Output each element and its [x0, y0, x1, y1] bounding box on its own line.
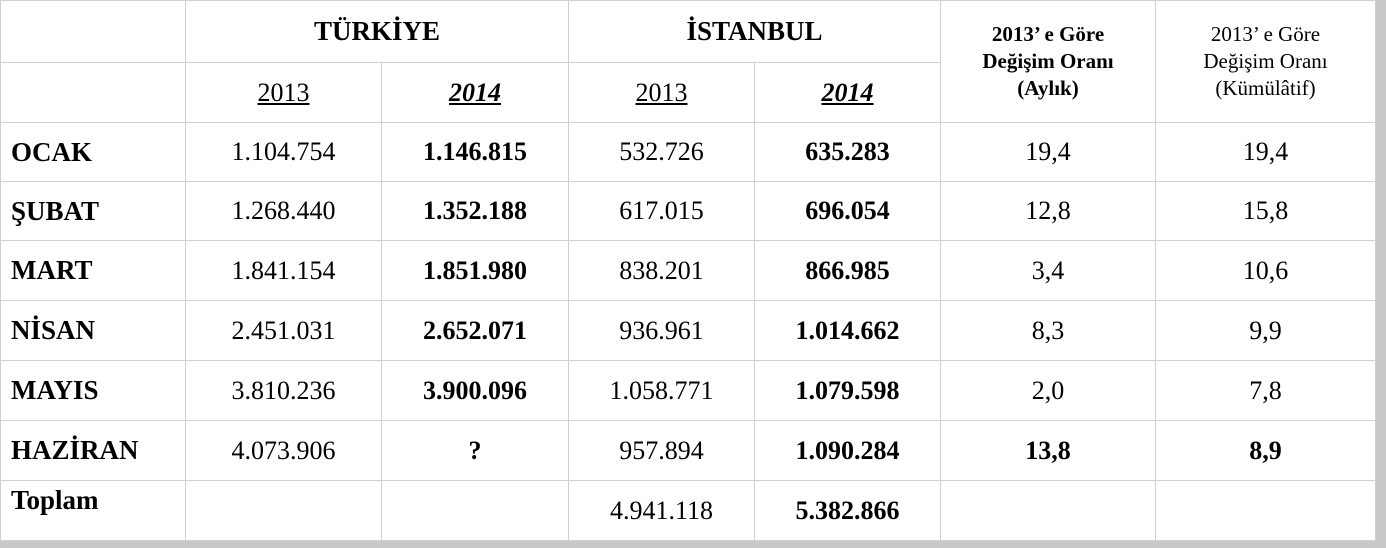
cell: 19,4 [1155, 122, 1377, 182]
row-label: Toplam [0, 480, 186, 541]
cell: 7,8 [1155, 360, 1377, 421]
table-row: HAZİRAN 4.073.906? 957.894 1.090.284 13,8 8,9 [0, 420, 1377, 481]
cell [185, 480, 382, 541]
cumulative-header: 2013’ e Göre Değişim Oranı (Kümülâtif) [1155, 0, 1377, 123]
cell: 1.014.662 [753, 300, 942, 361]
cell: 1.268.440 [185, 181, 382, 241]
cell: 957.894 [568, 420, 755, 481]
cell: 12,8 [940, 181, 1157, 241]
year-header: 2013 [185, 62, 382, 123]
row-label: ŞUBAT [0, 181, 186, 241]
cell: 9,9 [1155, 300, 1377, 361]
cell: 617.015 [568, 181, 755, 241]
row-label: MAYIS [0, 360, 186, 421]
cell [940, 480, 1157, 541]
cell: 13,8 [940, 420, 1157, 481]
cell [1155, 480, 1377, 541]
cell: 4.941.118 [568, 480, 755, 541]
cell: 1.090.284 [753, 420, 942, 481]
header-line: Değişim Oranı [982, 49, 1114, 73]
cell: 1.841.154 [185, 240, 382, 301]
cell: 1.058.771 [568, 360, 755, 421]
row-label: HAZİRAN [0, 420, 186, 481]
header-line: 2013’ e Göre [1210, 22, 1321, 46]
header-row: TÜRKİYE İSTANBUL 2013’ e Göre Değişim Ora… [0, 0, 1377, 123]
table-row: ŞUBAT 1.268.440 1.352.188 617.015 696.054 12,… [0, 181, 1377, 241]
cell: 2.652.071 [381, 300, 569, 361]
header-line: Değişim Oranı [1203, 49, 1328, 73]
table-row: MART 1.841.154 1.851.980 838.201 866.985 3,4 1… [0, 240, 1377, 301]
year-header: 2013 [568, 62, 755, 123]
cell: 1.352.188 [381, 181, 569, 241]
group-header: TÜRKİYE [185, 0, 569, 63]
cell: 635.283 [753, 122, 942, 182]
cell [381, 480, 569, 541]
table-row: NİSAN 2.451.031 2.652.071 936.961 1.014.662 8… [0, 300, 1377, 361]
cell: 1.079.598 [753, 360, 942, 421]
cell: 2,0 [940, 360, 1157, 421]
header-line: (Kümülâtif) [1215, 76, 1316, 100]
cell: 936.961 [568, 300, 755, 361]
cell: 1.851.980 [381, 240, 569, 301]
row-label: OCAK [0, 122, 186, 182]
cell: 4.073.906 [185, 420, 382, 481]
row-label: NİSAN [0, 300, 186, 361]
monthly-header: 2013’ e Göre Değişim Oranı (Aylık) [940, 0, 1157, 123]
row-label: MART [0, 240, 186, 301]
cell: 8,9 [1155, 420, 1377, 481]
cell: 696.054 [753, 181, 942, 241]
cell: 1.146.815 [381, 122, 569, 182]
cell: 8,3 [940, 300, 1157, 361]
year-header: 2014 [381, 62, 569, 123]
cell: 1.104.754 [185, 122, 382, 182]
cell: 838.201 [568, 240, 755, 301]
cell: 3,4 [940, 240, 1157, 301]
table-row: OCAK 1.104.754 1.146.815 532.726 635.283 19,4… [0, 122, 1377, 182]
header-line: 2013’ e Göre [991, 22, 1105, 46]
header-line: (Aylık) [1017, 76, 1079, 100]
table-row: Toplam 4.941.118 5.382.866 [0, 480, 1377, 541]
cell: 3.810.236 [185, 360, 382, 421]
cell: 532.726 [568, 122, 755, 182]
cell: 10,6 [1155, 240, 1377, 301]
cell: 866.985 [753, 240, 942, 301]
year-header: 2014 [753, 62, 942, 123]
cell: 5.382.866 [753, 480, 942, 541]
cell: 19,4 [940, 122, 1157, 182]
cell: ? [381, 420, 569, 481]
table-row: MAYIS 3.810.236 3.900.096 1.058.771 1.079.59… [0, 360, 1377, 421]
cell: 3.900.096 [381, 360, 569, 421]
group-header: İSTANBUL [567, 0, 942, 63]
cell: 2.451.031 [185, 300, 382, 361]
corner-cell [0, 62, 186, 123]
cell: 15,8 [1155, 181, 1377, 241]
corner-cell [0, 0, 186, 63]
